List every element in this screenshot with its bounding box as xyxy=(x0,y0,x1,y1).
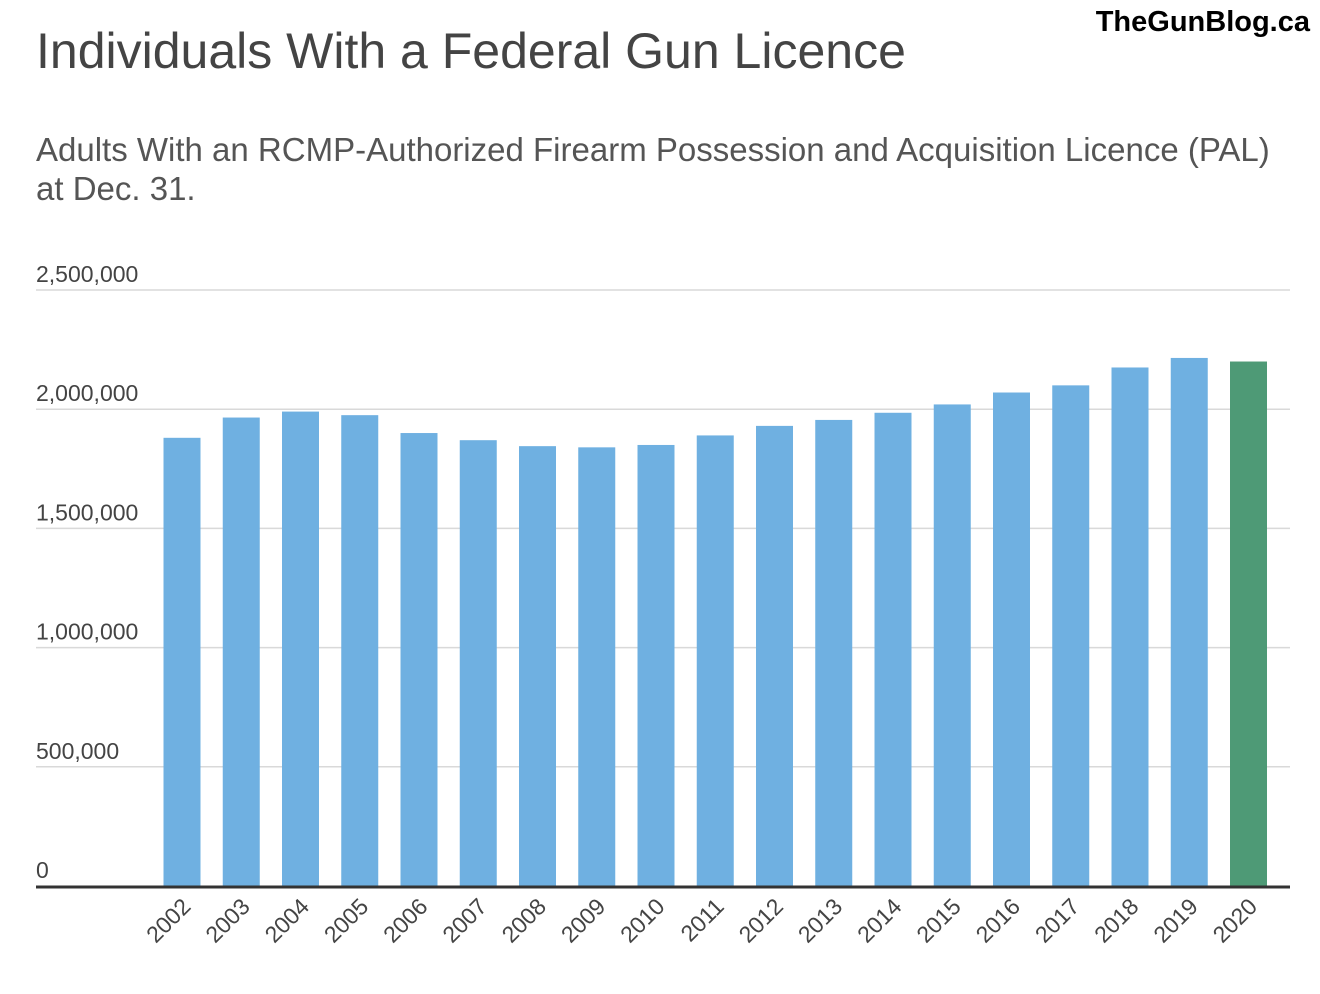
bar-2002 xyxy=(163,437,201,886)
bar-2020 xyxy=(1230,361,1267,886)
bar-2019 xyxy=(1170,357,1208,887)
x-tick-label: 2004 xyxy=(259,893,314,948)
x-tick-label: 2010 xyxy=(615,893,670,948)
bar-2017 xyxy=(1052,385,1090,886)
bar-2004 xyxy=(282,411,319,886)
bar-2003 xyxy=(222,417,260,886)
bar-2008 xyxy=(519,446,556,886)
x-tick-label: 2011 xyxy=(675,893,728,946)
x-tick-label: 2007 xyxy=(437,893,492,948)
x-tick-label: 2002 xyxy=(141,893,196,948)
y-tick-label: 2,500,000 xyxy=(36,261,138,287)
bar-2005 xyxy=(341,415,379,886)
x-tick-label: 2005 xyxy=(319,893,374,948)
x-tick-label: 2017 xyxy=(1030,893,1085,948)
y-tick-label: 1,500,000 xyxy=(36,499,138,525)
y-tick-label: 2,000,000 xyxy=(36,380,138,406)
bar-2012 xyxy=(756,425,793,886)
bar-2007 xyxy=(459,440,497,886)
bar-2018 xyxy=(1111,367,1149,887)
x-tick-label: 2006 xyxy=(378,893,433,948)
chart-subtitle: Adults With an RCMP-Authorized Firearm P… xyxy=(36,131,1270,207)
x-tick-label: 2014 xyxy=(852,893,907,948)
brand-logo-text: TheGunBlog.ca xyxy=(1095,6,1310,38)
x-tick-label: 2012 xyxy=(733,893,788,948)
bar-2006 xyxy=(400,433,438,886)
bar-2011 xyxy=(696,435,734,886)
y-tick-label: 1,000,000 xyxy=(36,619,138,645)
x-tick-label: 2008 xyxy=(496,893,551,948)
x-tick-label: 2009 xyxy=(556,893,611,948)
bar-2015 xyxy=(933,404,971,886)
y-tick-label: 0 xyxy=(36,857,49,883)
x-tick-label: 2015 xyxy=(911,893,966,948)
y-tick-label: 500,000 xyxy=(36,738,119,764)
x-tick-label: 2016 xyxy=(970,893,1025,948)
bar-2013 xyxy=(815,419,853,886)
x-tick-label: 2019 xyxy=(1148,893,1203,948)
bar-2016 xyxy=(993,392,1030,886)
bar-2009 xyxy=(578,447,616,886)
bar-2014 xyxy=(874,412,912,886)
x-tick-label: 2013 xyxy=(793,893,848,948)
bar-2010 xyxy=(637,444,675,886)
chart-title: Individuals With a Federal Gun Licence xyxy=(36,23,906,79)
x-tick-label: 2018 xyxy=(1089,893,1144,948)
x-tick-label: 2020 xyxy=(1207,893,1262,948)
x-tick-label: 2003 xyxy=(200,893,255,948)
